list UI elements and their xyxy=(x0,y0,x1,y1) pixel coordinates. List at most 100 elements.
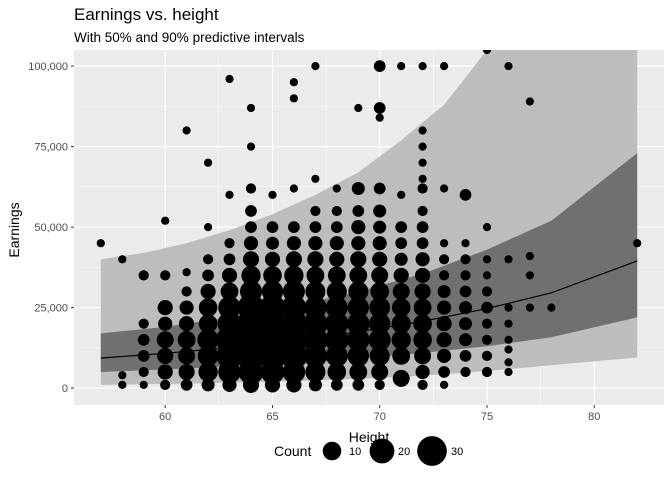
x-tick-label: 80 xyxy=(588,411,600,423)
data-point xyxy=(459,301,472,315)
data-point xyxy=(437,285,451,298)
legend: Count 10 20 30 xyxy=(274,436,463,466)
data-point xyxy=(137,350,150,362)
data-point xyxy=(482,50,492,55)
data-point xyxy=(246,142,256,151)
data-point xyxy=(225,74,234,84)
data-point xyxy=(481,301,493,314)
data-point xyxy=(352,205,365,217)
data-point xyxy=(280,342,308,370)
data-point xyxy=(268,190,277,199)
data-point xyxy=(349,363,368,381)
data-point xyxy=(392,347,411,365)
data-point xyxy=(504,62,513,71)
data-point xyxy=(138,270,149,281)
data-point xyxy=(245,183,257,194)
y-tick-label: 0 xyxy=(62,383,68,395)
data-point xyxy=(264,251,281,267)
data-point xyxy=(197,345,219,367)
plot-layers xyxy=(96,50,642,393)
data-point xyxy=(197,329,219,351)
y-tick-label: 100,000 xyxy=(28,61,68,73)
data-point xyxy=(157,300,173,316)
data-point xyxy=(482,255,492,264)
data-point xyxy=(201,378,215,392)
data-point xyxy=(305,361,326,383)
x-tick-label: 70 xyxy=(374,411,386,423)
data-point xyxy=(182,268,191,277)
data-point xyxy=(325,344,348,367)
data-point xyxy=(137,333,150,346)
data-point xyxy=(160,379,171,390)
data-point xyxy=(504,303,513,312)
data-point xyxy=(180,379,193,391)
data-point xyxy=(373,220,387,234)
data-point xyxy=(158,316,173,331)
data-point xyxy=(330,379,343,391)
data-point xyxy=(118,371,127,380)
data-point xyxy=(481,318,493,329)
data-point xyxy=(118,255,127,264)
chart-subtitle: With 50% and 90% predictive intervals xyxy=(74,30,305,45)
data-point xyxy=(482,271,492,280)
x-tick-label: 60 xyxy=(159,411,171,423)
data-point xyxy=(266,236,279,250)
data-point xyxy=(459,333,472,347)
data-point xyxy=(413,330,432,350)
data-point xyxy=(371,363,389,381)
data-point xyxy=(460,270,471,281)
y-tick-label: 75,000 xyxy=(34,142,68,154)
data-point xyxy=(418,158,427,167)
data-point xyxy=(264,377,281,393)
data-point xyxy=(160,270,171,281)
data-point xyxy=(436,316,452,332)
data-point xyxy=(351,220,366,235)
legend-key-30 xyxy=(417,436,447,466)
data-point xyxy=(157,347,174,364)
data-point xyxy=(218,360,241,384)
data-point xyxy=(413,298,432,317)
data-point xyxy=(326,281,347,302)
data-point xyxy=(633,239,642,248)
data-point xyxy=(347,312,370,336)
data-point xyxy=(440,239,449,248)
data-point xyxy=(391,314,411,334)
data-point xyxy=(310,205,321,217)
data-point xyxy=(368,328,391,351)
data-point xyxy=(415,267,431,283)
data-point xyxy=(437,300,452,315)
chart-title: Earnings vs. height xyxy=(74,5,219,24)
data-point xyxy=(418,142,427,151)
data-point xyxy=(373,182,386,195)
data-point xyxy=(222,377,237,392)
data-point xyxy=(243,236,259,251)
data-point xyxy=(461,239,470,248)
data-point xyxy=(351,182,365,195)
data-point xyxy=(371,266,389,284)
data-point xyxy=(204,158,213,167)
data-point xyxy=(525,252,535,261)
data-point xyxy=(418,174,427,183)
y-axis-title: Earnings xyxy=(6,202,22,257)
data-point xyxy=(327,362,347,382)
data-point xyxy=(369,297,391,318)
data-point xyxy=(436,332,452,348)
data-point xyxy=(460,254,471,265)
data-point xyxy=(393,267,409,283)
data-point xyxy=(347,296,369,319)
data-point xyxy=(282,360,306,384)
data-point xyxy=(308,236,323,251)
data-point xyxy=(459,189,472,201)
data-point xyxy=(350,251,367,268)
data-point xyxy=(329,251,345,267)
data-point xyxy=(440,62,449,71)
data-point xyxy=(200,283,216,300)
x-tick-label: 65 xyxy=(266,411,278,423)
data-point xyxy=(417,183,428,194)
data-point xyxy=(347,328,370,352)
data-point xyxy=(329,236,344,251)
data-point xyxy=(392,283,410,300)
data-point xyxy=(198,314,218,333)
data-point xyxy=(417,205,428,217)
